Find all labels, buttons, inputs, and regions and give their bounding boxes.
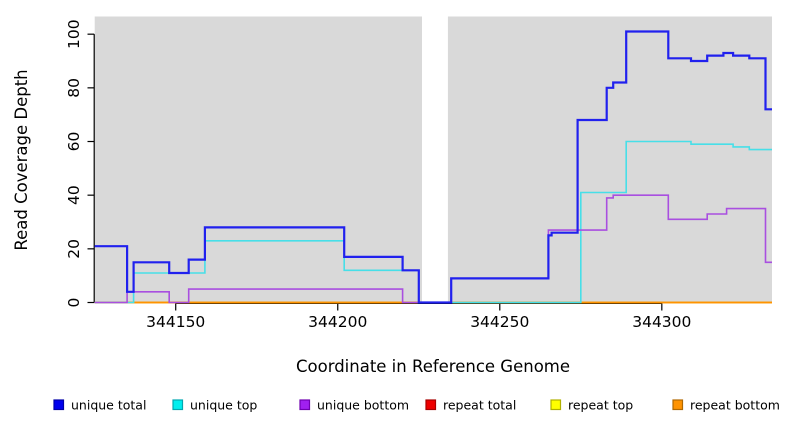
x-tick-label: 344300 (632, 313, 691, 331)
legend-label: repeat total (443, 398, 516, 413)
y-tick-label: 20 (65, 239, 83, 259)
legend-swatch (672, 399, 684, 411)
legend-swatch (299, 399, 311, 411)
legend-label: unique total (71, 398, 146, 413)
legend-item: unique total (53, 398, 146, 413)
series-line-unique-total (94, 30, 772, 304)
y-tick-label: 80 (65, 78, 83, 98)
x-tick-label: 344250 (470, 313, 529, 331)
legend-item: unique top (172, 398, 257, 413)
x-axis-title: Coordinate in Reference Genome (296, 357, 570, 376)
legend-label: repeat bottom (690, 398, 780, 413)
legend-label: unique bottom (317, 398, 409, 413)
y-axis-title: Read Coverage Depth (12, 69, 31, 250)
masked-region (422, 16, 448, 303)
x-tick-label: 344200 (308, 313, 367, 331)
legend-swatch (550, 399, 562, 411)
legend-item: unique bottom (299, 398, 409, 413)
series-line-unique-top (94, 140, 772, 304)
y-tick-label: 40 (65, 185, 83, 205)
legend-label: unique top (190, 398, 257, 413)
legend-swatch (172, 399, 184, 411)
x-tick-label: 344150 (146, 313, 205, 331)
legend-item: repeat bottom (672, 398, 780, 413)
legend-swatch (53, 399, 65, 411)
legend-swatch (425, 399, 437, 411)
y-tick-label: 100 (65, 19, 83, 49)
legend-label: repeat top (568, 398, 633, 413)
legend-item: repeat total (425, 398, 516, 413)
y-tick-label: 0 (65, 298, 83, 308)
legend-item: repeat top (550, 398, 633, 413)
y-tick-label: 60 (65, 132, 83, 152)
